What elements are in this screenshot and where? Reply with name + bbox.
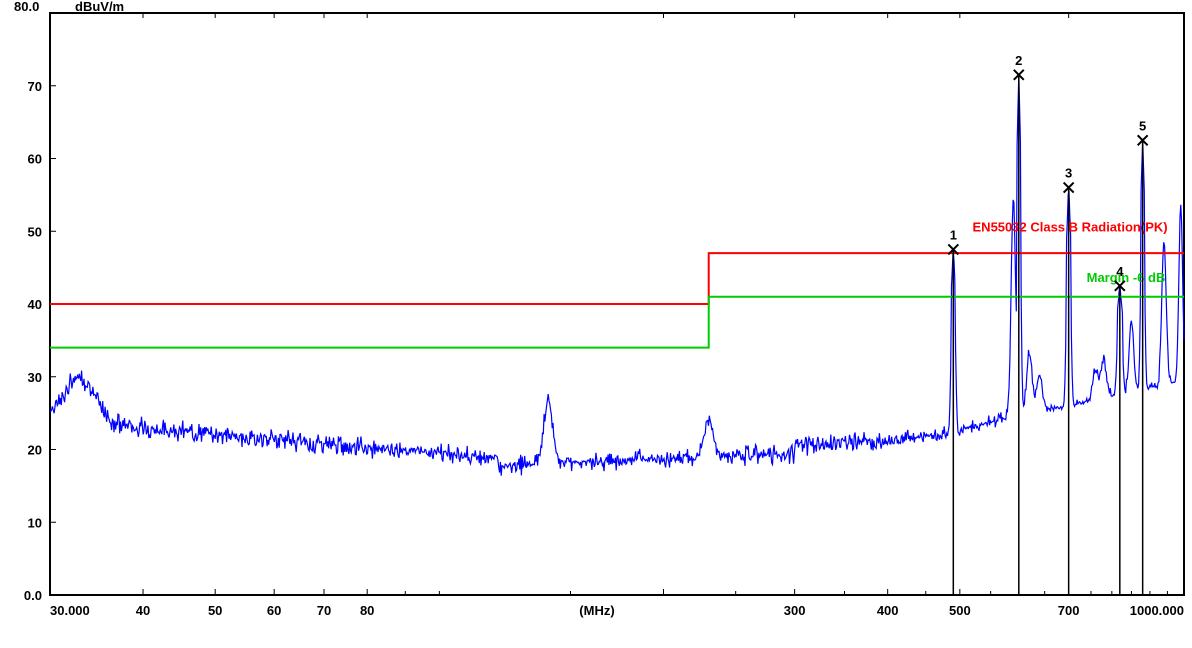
y-tick-label: 60 <box>28 152 42 167</box>
limit-label-pk: EN55032 Class B Radiation(PK) <box>973 219 1168 234</box>
marker-label-1: 1 <box>950 227 957 242</box>
x-tick-label: 40 <box>136 603 150 618</box>
y-tick-label: 30 <box>28 370 42 385</box>
marker-label-2: 2 <box>1015 53 1022 68</box>
y-axis-unit: dBuV/m <box>75 0 124 14</box>
x-tick-label: 1000.000 <box>1130 603 1184 618</box>
x-tick-label: 50 <box>208 603 222 618</box>
limit-label-margin: Margin -6 dB <box>1087 270 1166 285</box>
x-tick-label: 80 <box>360 603 374 618</box>
marker-label-4: 4 <box>1116 264 1124 279</box>
y-tick-label: 20 <box>28 443 42 458</box>
marker-label-3: 3 <box>1065 166 1072 181</box>
y-tick-label: 50 <box>28 224 42 239</box>
x-tick-label: 300 <box>784 603 806 618</box>
x-tick-label: 500 <box>949 603 971 618</box>
x-tick-label: 30.000 <box>50 603 90 618</box>
chart-svg: 10 20 30 40 50 60 70 80.0 dBuV/m 0.0 30.000 40 50 60 7… <box>0 0 1192 648</box>
y-tick-label: 40 <box>28 297 42 312</box>
marker-label-5: 5 <box>1139 118 1146 133</box>
emc-spectrum-chart: 10 20 30 40 50 60 70 80.0 dBuV/m 0.0 30.000 40 50 60 7… <box>0 0 1192 648</box>
y-min-label: 0.0 <box>24 588 42 603</box>
x-tick-label: 60 <box>267 603 281 618</box>
y-tick-label: 10 <box>28 515 42 530</box>
y-max-label: 80.0 <box>14 0 39 14</box>
x-axis-label: (MHz) <box>579 603 614 618</box>
x-tick-label: 400 <box>877 603 899 618</box>
y-tick-label: 70 <box>28 79 42 94</box>
x-tick-label: 700 <box>1058 603 1080 618</box>
x-tick-label: 70 <box>317 603 331 618</box>
